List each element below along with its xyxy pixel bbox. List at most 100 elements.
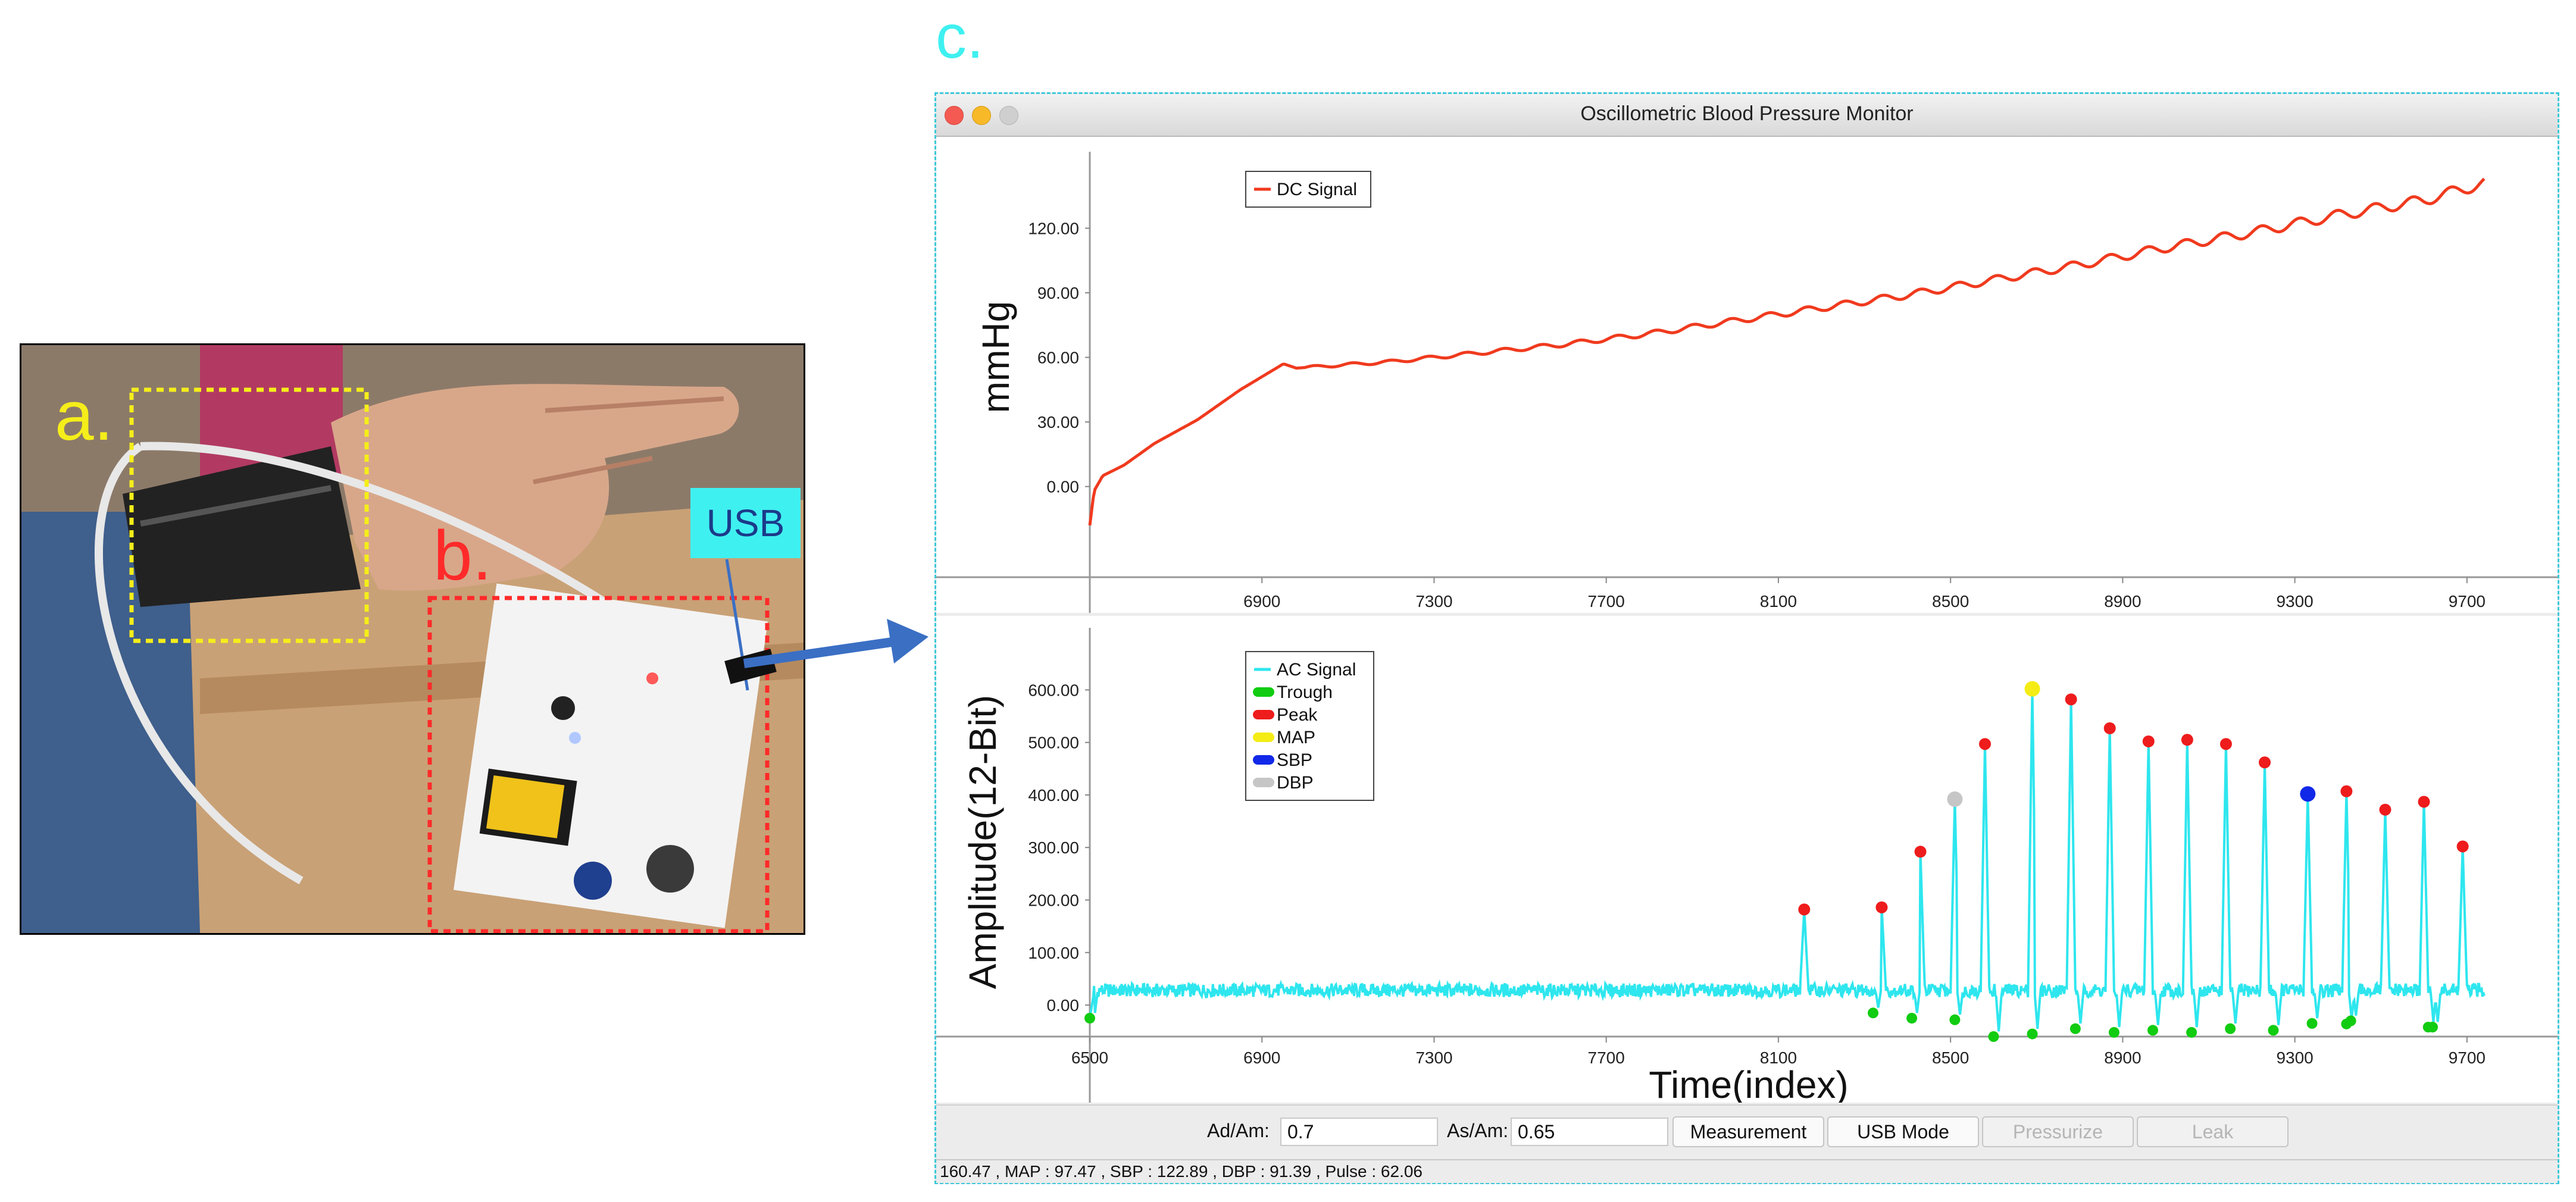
panel-c-label: c. [936, 2, 984, 71]
x-tick-label: 6900 [1243, 1048, 1280, 1067]
as-am-label: As/Am: [1447, 1120, 1509, 1141]
pressurize-button[interactable]: Pressurize [1982, 1116, 2134, 1147]
x-tick-label: 9300 [2276, 592, 2313, 611]
arrow-icon [743, 619, 929, 668]
cuff-highlight-box [129, 387, 369, 643]
as-am-input[interactable]: 0.65 [1511, 1118, 1668, 1146]
peak-marker [2181, 734, 2193, 746]
dc-chart-pane: 0.00 30.00 60.00 90.00 120.00 6900 7300 7700 810… [936, 137, 2558, 613]
x-tick-label: 7300 [1415, 592, 1452, 611]
y-tick-label: 300.00 [1028, 838, 1079, 857]
peak-marker [2456, 840, 2469, 853]
device-photo-illustration [21, 345, 804, 933]
peak-marker [2379, 803, 2391, 816]
peak-marker [2219, 738, 2232, 750]
ad-am-input[interactable]: 0.7 [1280, 1118, 1438, 1146]
y-axis-title: mmHg [974, 301, 1017, 413]
control-bar: Ad/Am: 0.7 As/Am: 0.65 Measurement USB M… [936, 1104, 2558, 1159]
x-tick-label: 9700 [2449, 592, 2486, 611]
legend-box [1245, 651, 1374, 801]
y-tick-label: 120.00 [1028, 220, 1079, 238]
y-tick-label: 0.00 [1047, 478, 1080, 496]
x-tick-label: 8100 [1760, 1048, 1797, 1067]
x-tick-label: 8100 [1760, 592, 1797, 611]
zoom-window-button[interactable] [999, 106, 1018, 125]
measurement-button[interactable]: Measurement [1672, 1116, 1824, 1147]
panel-b-label: b. [433, 517, 492, 595]
peak-marker [2103, 722, 2116, 734]
y-tick-label: 0.00 [1047, 996, 1080, 1015]
title-bar: Oscillometric Blood Pressure Monitor [936, 94, 2558, 137]
trough-marker [2345, 1015, 2356, 1026]
status-bar: 160.47 , MAP : 97.47 , SBP : 122.89 , DB… [936, 1159, 2558, 1183]
x-tick-label: 8500 [1932, 592, 1969, 611]
legend-swatch [1253, 755, 1274, 765]
x-tick-label: 7700 [1588, 592, 1625, 611]
trough-marker [2069, 1023, 2081, 1034]
usb-mode-button[interactable]: USB Mode [1827, 1116, 1979, 1147]
x-tick-label: 9700 [2449, 1048, 2486, 1067]
y-tick-label: 60.00 [1037, 349, 1079, 367]
sbp-marker [2300, 786, 2316, 802]
usb-label: USB [690, 488, 801, 558]
dc-signal-chart: 0.00 30.00 60.00 90.00 120.00 6900 7300 7700 810… [936, 152, 2558, 613]
trough-marker [2268, 1025, 2279, 1036]
peak-marker [2142, 735, 2155, 747]
ac-signal-line [1089, 688, 2486, 1032]
peak-marker [2340, 785, 2353, 797]
peak-marker [2065, 693, 2077, 706]
legend-swatch [1253, 687, 1274, 697]
board-highlight-box [427, 596, 770, 933]
trough-marker [1868, 1007, 1878, 1019]
app-window: Oscillometric Blood Pressure Monitor 0.0… [934, 92, 2559, 1184]
trough-marker [2027, 1028, 2038, 1040]
trough-marker [1949, 1014, 1961, 1025]
x-tick-label: 7700 [1588, 1048, 1625, 1067]
x-tick-label: 6500 [1071, 1048, 1108, 1067]
legend-label: Trough [1277, 683, 1333, 702]
trough-marker [2108, 1026, 2119, 1038]
x-tick-label: 8500 [1932, 1048, 1969, 1067]
ac-signal-chart: 0.00 100.00 200.00 300.00 400.00 500.00 600.00… [936, 628, 2558, 1106]
trough-marker [2147, 1025, 2158, 1036]
peak-marker [2259, 756, 2271, 769]
x-tick-label: 6900 [1243, 592, 1280, 611]
legend-swatch [1253, 778, 1274, 787]
trough-marker [1084, 1013, 1095, 1024]
peak-marker [1979, 738, 1991, 750]
ad-am-label: Ad/Am: [1207, 1120, 1270, 1141]
trough-marker [2427, 1022, 2438, 1033]
trough-marker [1988, 1031, 1999, 1042]
device-photo [20, 343, 805, 935]
close-window-button[interactable] [945, 106, 964, 125]
dbp-marker [1947, 791, 1963, 807]
window-title: Oscillometric Blood Pressure Monitor [1580, 102, 1914, 125]
trough-marker [2306, 1018, 2318, 1029]
legend-label-dc-signal: DC Signal [1277, 180, 1357, 199]
legend-label: SBP [1277, 750, 1312, 770]
leak-button[interactable]: Leak [2137, 1116, 2289, 1147]
y-tick-label: 200.00 [1028, 891, 1079, 910]
panel-a-label: a. [55, 377, 114, 455]
y-tick-label: 90.00 [1037, 284, 1079, 302]
legend-label: MAP [1277, 728, 1315, 747]
dc-signal-line [1088, 177, 2486, 526]
x-axis-title: Time(index) [1649, 1063, 1848, 1103]
y-tick-label: 30.00 [1037, 413, 1079, 431]
y-tick-label: 400.00 [1028, 786, 1079, 805]
legend-swatch [1253, 710, 1274, 719]
legend-label: Peak [1277, 705, 1318, 725]
ac-chart-pane: 0.00 100.00 200.00 300.00 400.00 500.00 600.00… [936, 616, 2558, 1106]
minimize-window-button[interactable] [972, 106, 991, 125]
trough-marker [2186, 1026, 2197, 1038]
legend-label: AC Signal [1277, 660, 1356, 680]
x-tick-label: 8900 [2104, 1048, 2141, 1067]
trough-marker [2225, 1023, 2236, 1034]
x-tick-label: 9300 [2276, 1048, 2313, 1067]
y-tick-label: 100.00 [1028, 944, 1079, 962]
y-tick-label: 600.00 [1028, 681, 1079, 699]
trough-marker [1906, 1013, 1918, 1024]
y-tick-label: 500.00 [1028, 734, 1079, 752]
x-tick-label: 7300 [1415, 1048, 1452, 1067]
legend-swatch [1253, 733, 1274, 742]
